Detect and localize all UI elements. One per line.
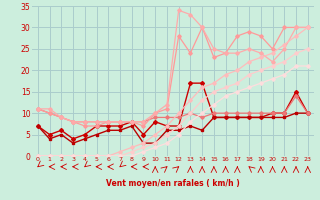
- X-axis label: Vent moyen/en rafales ( km/h ): Vent moyen/en rafales ( km/h ): [106, 179, 240, 188]
